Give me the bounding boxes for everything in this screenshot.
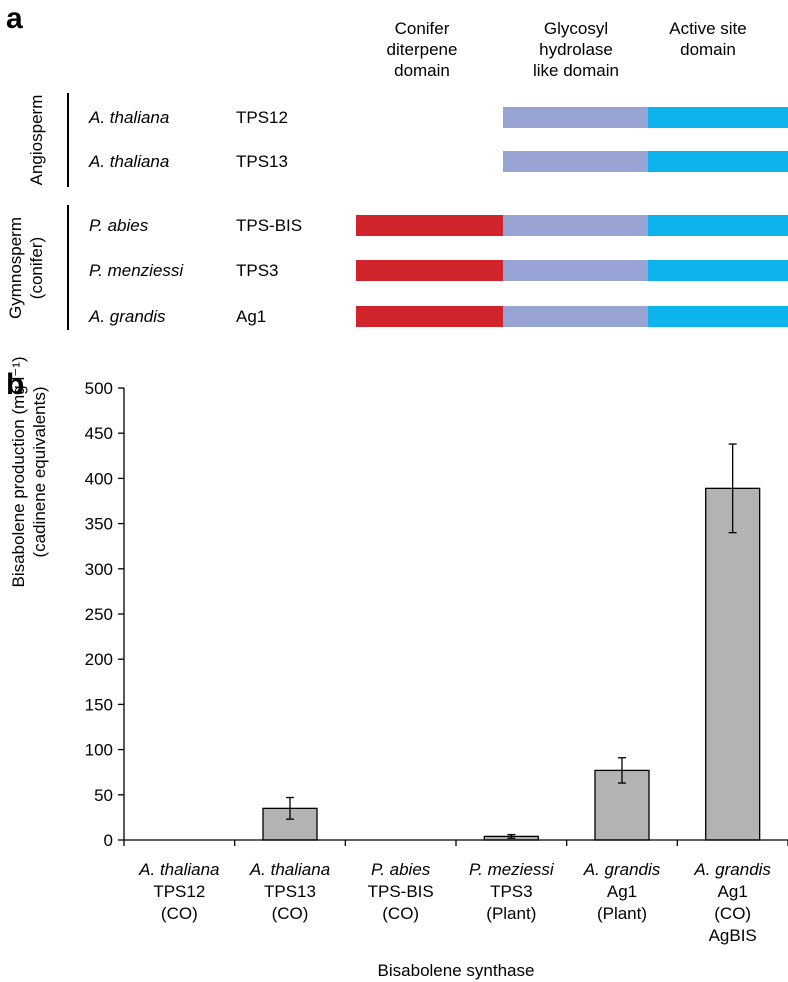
domain-glycosyl-bar [503, 306, 648, 327]
domain-header-1: like domain [533, 61, 619, 80]
group-labels: Angiosperm Gymnosperm (conifer) [6, 95, 46, 319]
y-tick-label: 0 [104, 831, 113, 850]
y-tick-label: 50 [94, 786, 113, 805]
y-tick-label: 200 [85, 650, 113, 669]
x-category-species: P. meziessi [469, 860, 555, 879]
domain-row: P. abies TPS-BIS [89, 215, 788, 236]
x-category-species: A. grandis [583, 860, 661, 879]
y-tick-label: 400 [85, 469, 113, 488]
panel-a-label: a [6, 2, 23, 35]
row-species: A. thaliana [88, 152, 169, 171]
x-category-species: A. thaliana [249, 860, 330, 879]
bar-5 [705, 487, 761, 841]
x-category-label: Ag1 [718, 882, 748, 901]
y-tick-label: 150 [85, 695, 113, 714]
domain-header-1: Glycosyl [544, 19, 608, 38]
group-label-1: (conifer) [27, 237, 46, 299]
domain-conifer-bar [356, 306, 503, 327]
domain-row: A. thaliana TPS13 [88, 151, 788, 172]
domain-glycosyl-bar [503, 260, 648, 281]
x-category-label: (CO) [382, 904, 419, 923]
domain-header-0: Conifer [395, 19, 450, 38]
y-tick-label: 100 [85, 741, 113, 760]
x-category-label: (Plant) [597, 904, 647, 923]
row-gene: TPS12 [236, 108, 288, 127]
domain-row: A. thaliana TPS12 [88, 107, 788, 128]
row-species: P. abies [89, 216, 149, 235]
group-label-1: Gymnosperm [6, 217, 25, 319]
row-species: A. thaliana [88, 108, 169, 127]
x-category-label: (CO) [272, 904, 309, 923]
domain-row: P. menziessi TPS3 [89, 260, 788, 281]
row-species: A. grandis [88, 307, 166, 326]
domain-header-0: diterpene [387, 40, 458, 59]
y-axis: 0 50 100 150 200 250 300 350 400 450 500 [85, 379, 125, 850]
domain-glycosyl-bar [503, 107, 648, 128]
domain-rows: A. thaliana TPS12 A. thaliana TPS13 P. abies… [88, 107, 788, 327]
y-axis-title: Bisabolene production (mg l⁻¹) (cadinene … [9, 356, 49, 587]
panel-b-bar-chart: b Bisabolene production (mg l⁻¹) (cadinen… [6, 356, 788, 980]
row-species: P. menziessi [89, 261, 184, 280]
domain-row: A. grandis Ag1 [88, 306, 788, 327]
row-gene: Ag1 [236, 307, 266, 326]
x-category-label: (CO) [714, 904, 751, 923]
domain-active-bar [648, 107, 788, 128]
x-category-species: A. thaliana [138, 860, 219, 879]
bars [262, 443, 761, 841]
x-category-species: A. grandis [693, 860, 771, 879]
domain-headers: Conifer diterpene domain Glycosyl hydrolase l… [387, 19, 747, 80]
y-tick-label: 300 [85, 560, 113, 579]
row-gene: TPS3 [236, 261, 279, 280]
x-axis-title: Bisabolene synthase [378, 961, 535, 980]
x-category-label: TPS-BIS [368, 882, 434, 901]
x-category-label: TPS13 [264, 882, 316, 901]
domain-header-2: domain [680, 40, 736, 59]
x-axis: A. thaliana TPS12 (CO) A. thaliana TPS13 (CO)… [123, 839, 788, 945]
y-tick-label: 250 [85, 605, 113, 624]
group-label-0: Angiosperm [27, 95, 46, 186]
x-category-species: P. abies [371, 860, 431, 879]
x-category-label: (CO) [161, 904, 198, 923]
row-gene: TPS13 [236, 152, 288, 171]
domain-active-bar [648, 260, 788, 281]
y-axis-title-line: Bisabolene production (mg l⁻¹) [9, 356, 28, 587]
domain-glycosyl-bar [503, 215, 648, 236]
domain-header-1: hydrolase [539, 40, 613, 59]
panel-a-domain-diagram: a Conifer diterpene domain Glycosyl hydrolas… [6, 2, 788, 330]
y-axis-title-line: (cadinene equivalents) [30, 386, 49, 557]
row-gene: TPS-BIS [236, 216, 302, 235]
domain-conifer-bar [356, 215, 503, 236]
panel-b-label: b [6, 368, 24, 401]
domain-active-bar [648, 215, 788, 236]
x-category-label: Ag1 [607, 882, 637, 901]
domain-conifer-bar [356, 260, 503, 281]
domain-header-0: domain [394, 61, 450, 80]
domain-active-bar [648, 151, 788, 172]
y-tick-label: 350 [85, 515, 113, 534]
x-category-label: TPS12 [153, 882, 205, 901]
x-category-label: (Plant) [486, 904, 536, 923]
domain-active-bar [648, 306, 788, 327]
x-category-label: AgBIS [709, 926, 757, 945]
domain-glycosyl-bar [503, 151, 648, 172]
y-tick-label: 450 [85, 424, 113, 443]
domain-header-2: Active site [669, 19, 746, 38]
x-category-label: TPS3 [490, 882, 533, 901]
y-tick-label: 500 [85, 379, 113, 398]
